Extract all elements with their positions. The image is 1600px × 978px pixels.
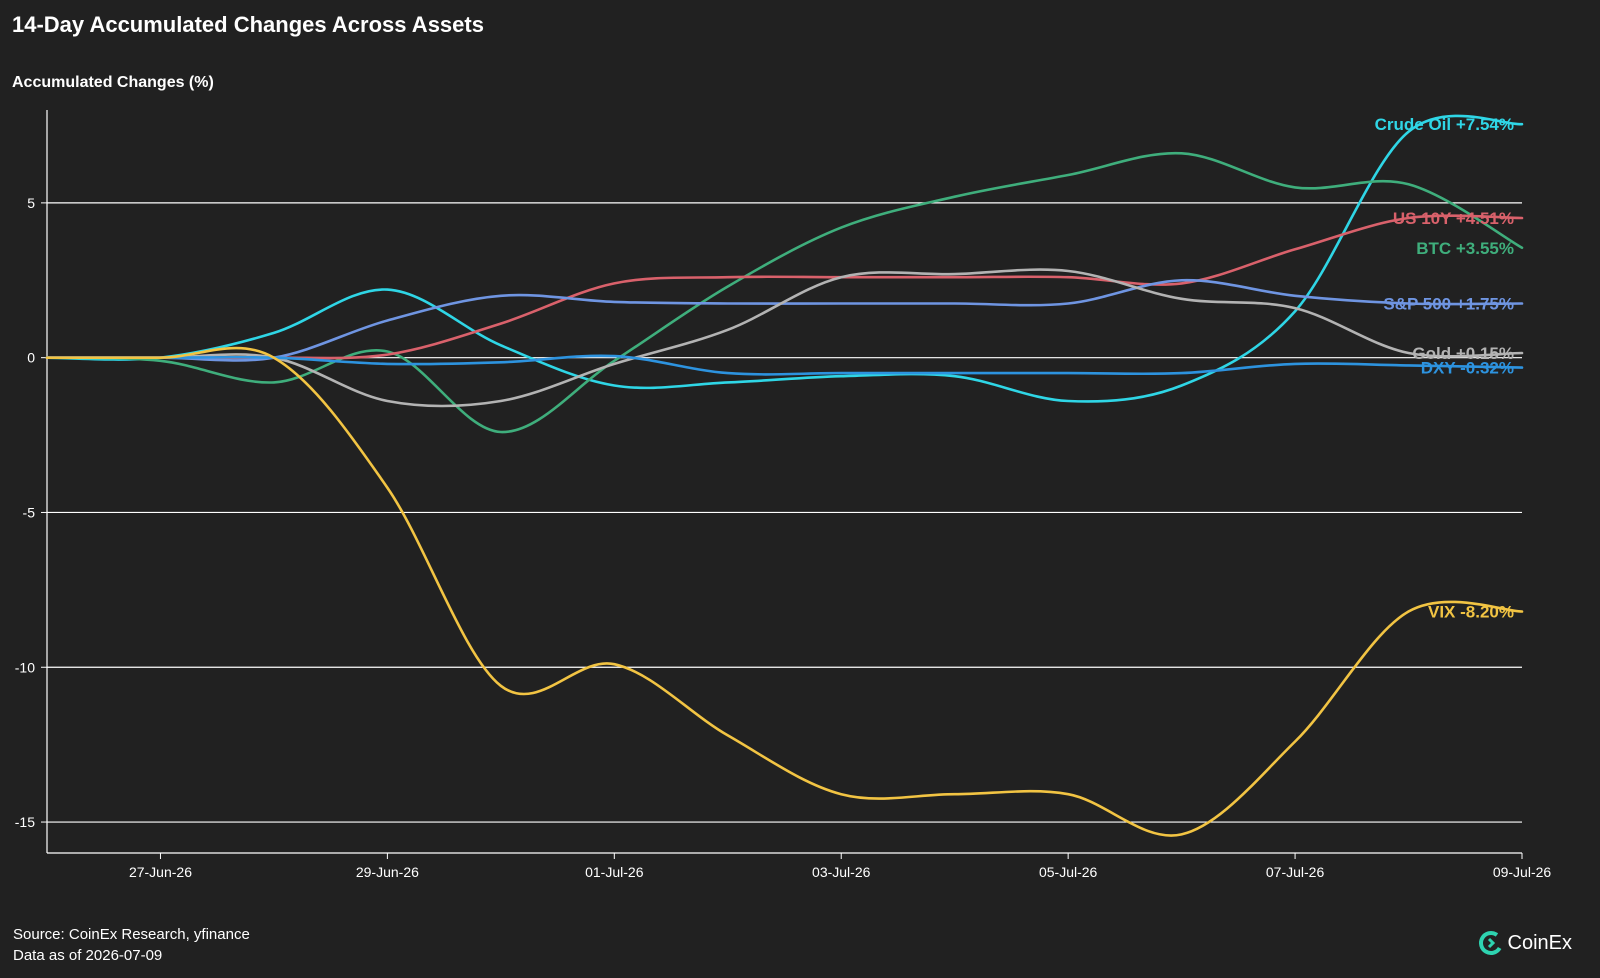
series-line-dxy (45, 354, 1524, 376)
footer: Source: CoinEx Research, yfinance Data a… (13, 924, 250, 966)
series-label-gold: Gold +0.15% (1412, 344, 1514, 363)
series-lines (45, 114, 1524, 837)
x-tick-label: 29-Jun-26 (356, 864, 419, 880)
axes: 5 0 -5 -10 -15 27-Jun-26 29-Jun-26 01-Jul-26 03-… (15, 110, 1552, 880)
series-line-us-10y (45, 214, 1524, 360)
chart-title: 14-Day Accumulated Changes Across Assets (12, 12, 484, 37)
data-date-note: Data as of 2026-07-09 (13, 947, 163, 964)
x-tick-label: 01-Jul-26 (585, 864, 644, 880)
y-tick-label: -5 (23, 504, 36, 520)
x-tick-label: 27-Jun-26 (129, 864, 192, 880)
series-line-btc (45, 151, 1524, 434)
coinex-logo-icon (1478, 931, 1503, 955)
series-label-vix: VIX -8.20% (1428, 603, 1514, 622)
source-note: Source: CoinEx Research, yfinance (13, 926, 250, 943)
y-tick-label: -15 (15, 814, 35, 830)
series-label-crude-oil: Crude Oil +7.54% (1375, 115, 1514, 134)
y-tick-label: 5 (27, 195, 35, 211)
x-tick-label: 07-Jul-26 (1266, 864, 1325, 880)
x-tick-label: 05-Jul-26 (1039, 864, 1098, 880)
x-tick-label: 09-Jul-26 (1493, 864, 1552, 880)
brand-name: CoinEx (1507, 931, 1572, 954)
series-line-s-p-500 (45, 278, 1524, 362)
x-tick-label: 03-Jul-26 (812, 864, 871, 880)
series-label-us-10y: US 10Y +4.51% (1393, 209, 1514, 228)
series-label-dxy: DXY -0.32% (1421, 359, 1514, 378)
y-tick-label: 0 (27, 350, 35, 366)
series-end-labels: Crude Oil +7.54% BTC +3.55% US 10Y +4.51% S… (1375, 115, 1514, 621)
series-line-gold (45, 268, 1524, 408)
series-label-s-p-500: S&P 500 +1.75% (1383, 294, 1514, 313)
series-line-vix (45, 346, 1524, 837)
y-axis-label: Accumulated Changes (%) (12, 74, 214, 91)
series-label-btc: BTC +3.55% (1416, 239, 1514, 258)
brand-logo: CoinEx (1478, 930, 1572, 956)
y-tick-label: -10 (15, 659, 35, 675)
